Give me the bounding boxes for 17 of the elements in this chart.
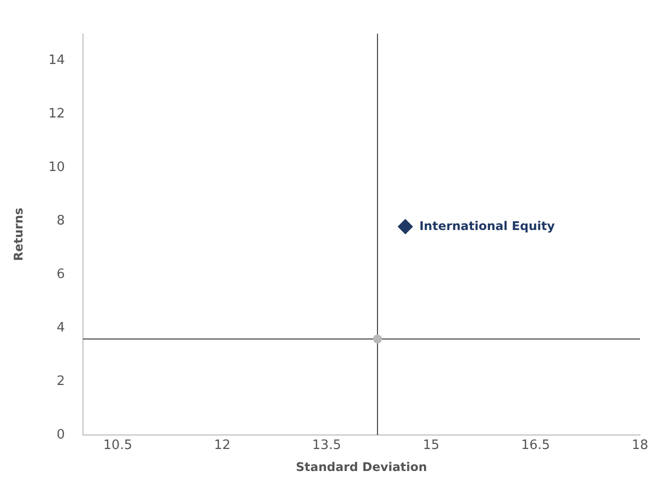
y-tick-label: 8 [56,213,65,228]
y-tick-label: 2 [56,374,65,389]
x-axis-title: Standard Deviation [296,460,428,474]
x-tick-label: 15 [422,438,440,454]
x-tick-label: 18 [632,438,648,454]
x-tick-label: 10.5 [103,438,132,454]
series-label: International Equity [419,218,555,233]
y-tick-label: 0 [56,427,65,442]
y-tick-label: 10 [48,160,65,175]
y-tick-label: 12 [48,106,65,122]
y-tick-label: 6 [56,266,65,282]
y-tick-label: 4 [56,320,65,336]
y-axis-title: Returns [11,208,26,262]
x-tick-label: 12 [214,438,230,454]
y-tick-label: 14 [48,52,65,68]
x-tick-label: 16.5 [521,438,550,454]
x-tick-label: 13.5 [312,438,342,454]
